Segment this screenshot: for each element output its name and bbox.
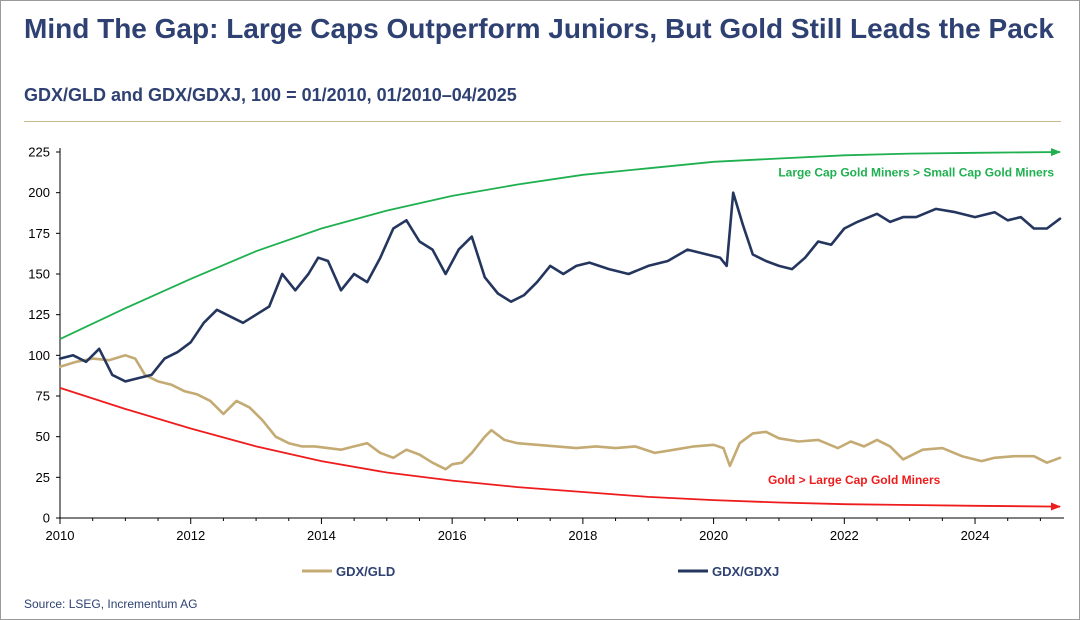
title-divider (24, 121, 1061, 122)
legend-label: GDX/GDXJ (712, 564, 779, 579)
y-tick-label: 100 (28, 348, 50, 363)
y-tick-label: 25 (36, 470, 50, 485)
chart-subtitle: GDX/GLD and GDX/GDXJ, 100 = 01/2010, 01/… (24, 85, 517, 105)
green-trend-arrow (59, 148, 1061, 340)
x-tick-label: 2012 (176, 528, 205, 543)
red-trend-arrow (59, 387, 1061, 511)
series-gdx-gld-line (58, 353, 1062, 471)
green-annotation-label: Large Cap Gold Miners > Small Cap Gold M… (778, 165, 1054, 179)
x-tick-label: 2022 (830, 528, 859, 543)
y-tick-label: 225 (28, 145, 50, 160)
x-tick-label: 2010 (46, 528, 75, 543)
y-tick-label: 0 (43, 511, 50, 526)
y-tick-label: 75 (36, 389, 50, 404)
y-tick-label: 200 (28, 185, 50, 200)
series-gdx-gdxj-line (58, 191, 1062, 383)
y-tick-label: 125 (28, 307, 50, 322)
x-tick-label: 2018 (568, 528, 597, 543)
chart-title: Mind The Gap: Large Caps Outperform Juni… (24, 13, 1054, 44)
x-tick-label: 2020 (699, 528, 728, 543)
red-annotation-label: Gold > Large Cap Gold Miners (768, 473, 941, 487)
x-tick-label: 2014 (307, 528, 336, 543)
y-tick-label: 50 (36, 429, 50, 444)
x-tick-label: 2016 (438, 528, 467, 543)
y-tick-label: 175 (28, 226, 50, 241)
x-tick-label: 2024 (961, 528, 990, 543)
legend-label: GDX/GLD (336, 564, 395, 579)
y-tick-label: 150 (28, 267, 50, 282)
source-note: Source: LSEG, Incrementum AG (24, 597, 198, 611)
